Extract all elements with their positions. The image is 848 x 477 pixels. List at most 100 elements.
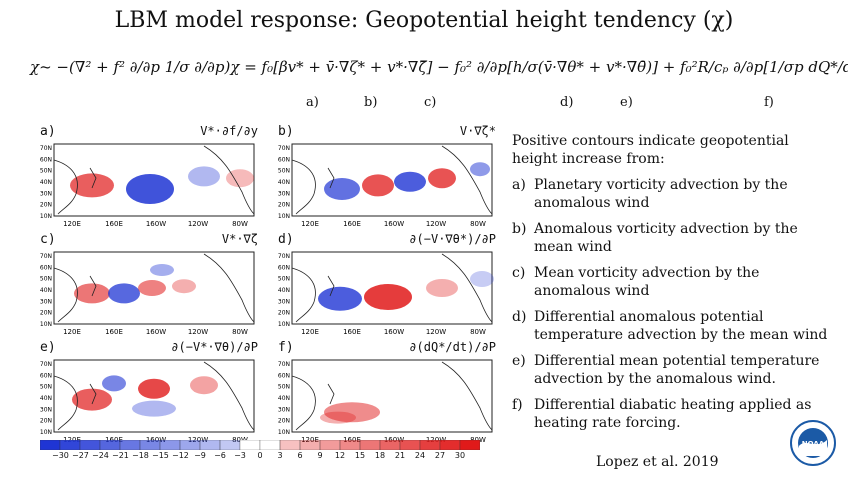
anomaly-shading [188, 166, 220, 187]
coastline-asia [53, 375, 78, 431]
lat-tick-label: 70N [278, 145, 290, 152]
lon-tick-label: 160E [105, 328, 123, 336]
coastline-asia [291, 159, 316, 215]
panel-e: e) ∂(−V*·∇θ)/∂P 120E160E160W120W80W70N60… [32, 340, 262, 444]
lat-tick-label: 10N [40, 213, 52, 220]
lat-tick-label: 20N [40, 418, 52, 425]
colorbar-segment [419, 440, 441, 450]
item-key: c) [512, 265, 526, 281]
lat-tick-label: 40N [278, 179, 290, 186]
colorbar-segment [159, 440, 181, 450]
item-key: e) [512, 353, 526, 369]
colorbar-tick-label: −6 [214, 451, 226, 460]
equation-label-b: b) [364, 95, 378, 110]
anomaly-shading [470, 271, 494, 287]
lat-tick-label: 60N [278, 264, 290, 271]
anomaly-shading [70, 173, 114, 198]
lon-tick-label: 120W [426, 220, 446, 228]
item-text: Anomalous vorticity advection by the mea… [534, 221, 798, 255]
logo-text: NOAA [802, 440, 825, 448]
colorbar-tick-label: −18 [132, 451, 149, 460]
panel-f: f) ∂(dQ*/dt)/∂P 120E160E160W120W80W70N60… [270, 340, 500, 444]
lat-tick-label: 40N [278, 395, 290, 402]
lon-tick-label: 160W [384, 328, 404, 336]
lat-tick-label: 60N [40, 264, 52, 271]
colorbar-tick-label: −24 [92, 451, 109, 460]
map-panel-b: 120E 160E 160W 120W 80W 70N 60N 50N 40N 30N 20N 10N [278, 143, 493, 228]
description-item-b: b) Anomalous vorticity advection by the m… [512, 220, 832, 256]
panel-formula: ∂(−V·∇θ*)/∂P [409, 232, 496, 246]
equation-label-c: c) [424, 95, 437, 110]
description-item-d: d) Differential anomalous potential tempe… [512, 308, 832, 344]
panel-a: a) V*·∂f/∂y 120E 160E 160W 120W 80W 70N 60N 50N… [32, 124, 262, 228]
lon-tick-label: 160W [384, 220, 404, 228]
panel-d: d) ∂(−V·∇θ*)/∂P 120E 160E 160W 120W 80W 70N 60… [270, 232, 500, 336]
anomaly-shading [138, 280, 166, 296]
anomaly-shading [102, 375, 126, 392]
map-frame [291, 143, 493, 217]
map-panel-a: 120E 160E 160W 120W 80W 70N 60N 50N 40N 30N 20N 10N [40, 143, 255, 228]
equation-label-e: e) [620, 95, 633, 110]
equation-label-d: d) [560, 95, 574, 110]
coastline-japan [89, 275, 97, 297]
panel-label: a) [40, 124, 56, 139]
lat-tick-label: 70N [40, 145, 52, 152]
colorbar-segment [339, 440, 361, 450]
panel-label: c) [40, 232, 56, 247]
map-frame [291, 359, 493, 433]
colorbar [40, 440, 480, 450]
anomaly-shading [132, 400, 176, 417]
coastline-japan [327, 275, 335, 297]
colorbar-tick-label: −27 [72, 451, 89, 460]
anomaly-shading [324, 402, 380, 423]
lat-tick-label: 70N [40, 253, 52, 260]
lat-tick-label: 10N [40, 429, 52, 436]
coastline-asia [53, 267, 78, 323]
lon-tick-label: 80W [232, 328, 248, 336]
coastline-america [203, 253, 255, 323]
panel-label: e) [40, 340, 56, 355]
lat-tick-label: 30N [40, 298, 52, 305]
lon-tick-label: 120W [426, 328, 446, 336]
coastline-asia [53, 159, 78, 215]
lon-tick-label: 120W [188, 220, 208, 228]
colorbar-tick-label: −21 [112, 451, 129, 460]
colorbar-segment [359, 440, 381, 450]
lon-tick-label: 120E [63, 220, 81, 228]
colorbar-segment [399, 440, 421, 450]
description-item-f: f) Differential diabatic heating applied … [512, 396, 832, 432]
lon-tick-label: 80W [470, 220, 486, 228]
lon-tick-label: 160W [146, 220, 166, 228]
lon-tick-label: 80W [470, 328, 486, 336]
lon-tick-label: 120E [301, 328, 319, 336]
colorbar-tick-label: −15 [152, 451, 169, 460]
coastline-japan [89, 167, 97, 189]
colorbar-tick-label: 15 [354, 451, 366, 460]
item-text: Differential anomalous potential tempera… [534, 309, 828, 343]
coastline-japan [327, 383, 335, 405]
lat-tick-label: 60N [40, 372, 52, 379]
item-key: d) [512, 309, 527, 325]
anomaly-shading [190, 376, 218, 395]
map-panel-c: 120E 160E 160W 120W 80W 70N 60N 50N 40N 30N 20N 10N [40, 251, 255, 336]
colorbar-tick-label: −3 [234, 451, 246, 460]
coastline-america [203, 361, 255, 431]
slide-title: LBM model response: Geopotential height … [114, 8, 734, 33]
colorbar-tick-label: 6 [297, 451, 303, 460]
colorbar-segment [59, 440, 81, 450]
panel-label: f) [278, 340, 294, 355]
colorbar-tick-label: 9 [317, 451, 323, 460]
description-item-e: e) Differential mean potential temperatur… [512, 352, 832, 388]
panel-formula: ∂(−V*·∇θ)/∂P [171, 340, 258, 354]
equation-label-f: f) [764, 95, 774, 110]
anomaly-shading [394, 171, 426, 192]
anomaly-shading [138, 378, 170, 399]
map-panels-grid: a) V*·∂f/∂y 120E 160E 160W 120W 80W 70N 60N 50N… [32, 124, 500, 458]
colorbar-tick-label: 30 [454, 451, 466, 460]
description-panel: Positive contours indicate geopotential … [512, 132, 832, 440]
lat-tick-label: 30N [278, 406, 290, 413]
equation-text: χ~ −(∇² + f² ∂/∂p 1/σ ∂/∂p)χ = f₀[βv* + … [30, 58, 848, 76]
lat-tick-label: 10N [278, 429, 290, 436]
item-text: Differential mean potential temperature … [534, 353, 820, 387]
